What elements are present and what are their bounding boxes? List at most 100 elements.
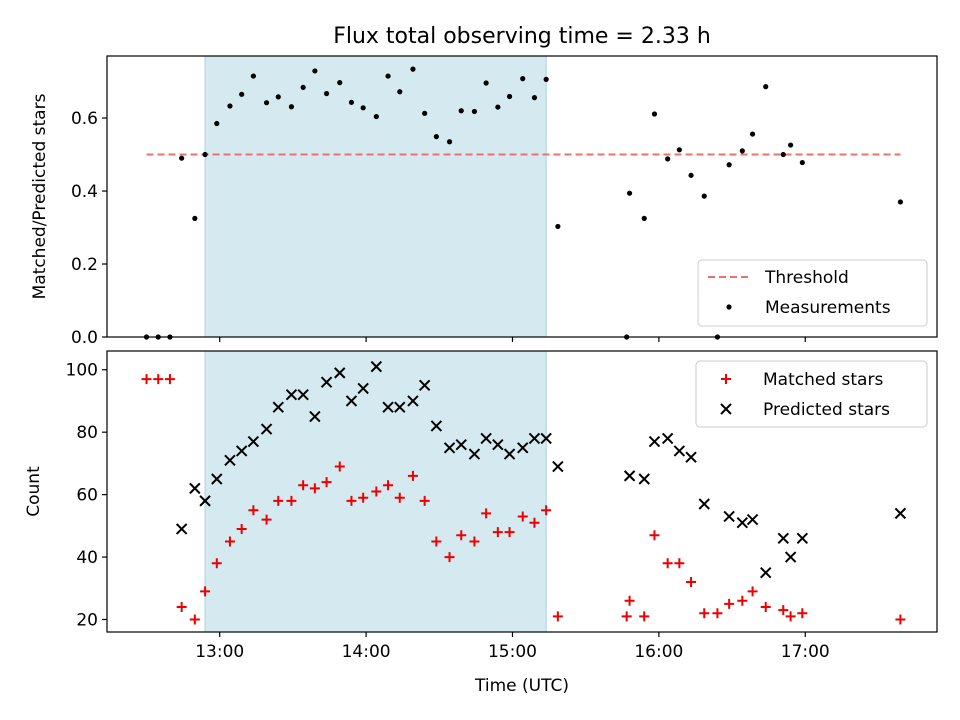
measurement-point [179,155,185,161]
measurement-point [726,162,732,168]
matched-star-point [724,598,735,609]
measurement-point [788,142,794,148]
matched-star-point [624,595,635,606]
panel-ratio: 0.0 0.2 0.4 0.6 Matched/Predicted stars Thres… [30,55,938,348]
predicted-star-point [309,410,321,423]
top-y-tick-label: 0.4 [71,182,98,202]
measurement-point [250,73,256,79]
matched-star-point [785,611,796,622]
matched-star-point [141,374,152,385]
measurement-point [192,215,198,221]
matched-star-point [321,477,332,488]
predicted-star-point [272,401,284,413]
top-y-tick-label: 0.6 [71,109,98,129]
legend-measurements-swatch [726,304,732,310]
matched-star-point [334,461,345,472]
predicted-star-point [760,566,772,579]
legend-matched-swatch [721,374,731,384]
matched-star-point [261,514,272,525]
measurement-point [626,190,633,196]
measurement-point [749,131,756,137]
matched-star-point [552,611,563,622]
matched-star-point [298,480,309,491]
measurement-point [227,103,233,109]
predicted-star-point [468,448,481,460]
predicted-star-point [552,460,564,473]
measurement-point [897,199,904,205]
measurement-point [360,105,366,111]
measurement-point [458,108,464,114]
matched-star-point [504,527,515,538]
predicted-star-point [407,395,419,407]
predicted-star-point [334,367,346,379]
predicted-star-point [260,423,273,435]
matched-star-point [444,552,455,563]
matched-star-point [517,511,528,522]
matched-star-point [492,527,503,538]
predicted-star-point [235,445,248,457]
predicted-star-point [894,507,907,520]
measurement-point [433,134,439,140]
measurement-point [202,151,208,158]
measurement-point [763,84,769,90]
measurement-point [495,104,501,110]
predicted-star-point [480,432,492,445]
predicted-star-point [320,376,333,388]
measurement-point [483,80,489,86]
matched-star-point [621,611,632,622]
measurement-point [688,172,694,178]
matched-star-point [737,595,748,606]
predicted-star-point [345,395,358,407]
measurement-point [373,113,379,120]
legend-predicted-label: Predicted stars [763,400,890,420]
bottom-y-tick-label: 40 [76,548,98,568]
matched-star-point [760,602,771,613]
predicted-star-point [455,438,467,451]
measurement-point [410,66,416,72]
measurement-point [300,84,306,90]
predicted-star-point [394,401,406,413]
matched-star-point [164,374,175,385]
matched-star-point [200,586,211,597]
top-y-axis-label: Matched/Predicted stars [30,93,50,299]
bottom-y-tick-label: 100 [66,361,98,381]
matched-star-point [529,517,540,528]
matched-star-point [431,536,442,547]
predicted-star-point [430,420,443,432]
measurement-point [275,94,281,100]
predicted-star-point [297,389,309,401]
measurement-point [780,151,786,158]
bottom-y-tick-label: 80 [76,423,98,443]
matched-star-point [674,558,685,569]
matched-star-point [481,508,492,519]
predicted-star-point [211,473,223,485]
legend-threshold-label: Threshold [764,268,849,288]
matched-star-point [639,611,650,622]
matched-star-point [176,602,187,613]
measurement-point [446,139,453,145]
predicted-star-point [189,482,201,495]
matched-star-point [358,492,369,503]
measurement-point [641,215,647,221]
predicted-star-point [199,495,211,507]
predicted-star-point [540,432,552,445]
matched-star-point [224,536,235,547]
predicted-star-point [503,448,516,460]
predicted-star-point [723,510,735,523]
predicted-star-point [685,451,697,463]
measurement-point [397,89,403,95]
matched-star-point [649,530,660,541]
predicted-star-point [736,517,749,529]
matched-star-point [686,577,697,588]
measurement-point [531,95,538,101]
top-y-tick-label: 0.0 [71,328,98,348]
predicted-star-point [285,389,298,401]
matched-star-point [407,470,418,481]
predicted-star-point [638,473,650,485]
bottom-axes-frame [106,350,938,633]
matched-star-point [778,605,789,616]
top-axes-frame [106,55,938,338]
predicted-star-point [746,513,759,526]
predicted-star-point [796,532,809,545]
predicted-star-point [492,438,504,451]
